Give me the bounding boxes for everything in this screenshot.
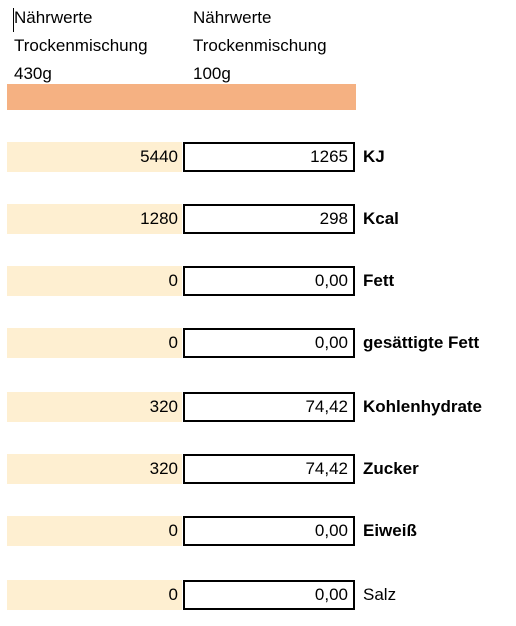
total-cell[interactable]: 0 xyxy=(7,328,182,358)
row-fett: 0 0,00 Fett xyxy=(0,266,516,296)
row-label: Fett xyxy=(363,271,395,290)
total-cell[interactable]: 320 xyxy=(7,454,182,484)
total-cell[interactable]: 0 xyxy=(7,516,182,546)
row-kcal: 1280 298 Kcal xyxy=(0,204,516,234)
row-kj: 5440 1265 KJ xyxy=(0,142,516,172)
per100-cell[interactable]: 298 xyxy=(183,204,355,234)
header-line: Trockenmischung xyxy=(193,36,327,55)
total-cell[interactable]: 0 xyxy=(7,580,182,610)
header-line: 430g xyxy=(14,64,52,83)
row-label: KJ xyxy=(363,147,385,166)
row-label: Kohlenhydrate xyxy=(363,397,483,416)
per100-cell[interactable]: 1265 xyxy=(183,142,355,172)
per100-cell[interactable]: 0,00 xyxy=(183,266,355,296)
total-cell[interactable]: 5440 xyxy=(7,142,182,172)
header-total-mix[interactable]: Nährwerte Trockenmischung 430g xyxy=(14,4,148,88)
total-cell[interactable]: 0 xyxy=(7,266,182,296)
header-line: 100g xyxy=(193,64,231,83)
row-label: gesättigte Fett xyxy=(363,333,480,352)
row-label: Salz xyxy=(363,585,397,604)
row-eiweiss: 0 0,00 Eiweiß xyxy=(0,516,516,546)
row-label: Kcal xyxy=(363,209,399,228)
row-label: Zucker xyxy=(363,459,419,478)
header-line: Trockenmischung xyxy=(14,36,148,55)
total-cell[interactable]: 320 xyxy=(7,392,182,422)
highlight-band[interactable] xyxy=(7,84,356,110)
row-zucker: 320 74,42 Zucker xyxy=(0,454,516,484)
per100-cell[interactable]: 0,00 xyxy=(183,328,355,358)
header-line: Nährwerte xyxy=(193,8,272,27)
header-line: Nährwerte xyxy=(14,8,93,27)
row-gesaettigte-fett: 0 0,00 gesättigte Fett xyxy=(0,328,516,358)
text-cursor xyxy=(13,8,14,32)
row-label: Eiweiß xyxy=(363,521,417,540)
per100-cell[interactable]: 74,42 xyxy=(183,392,355,422)
total-cell[interactable]: 1280 xyxy=(7,204,182,234)
row-kohlenhydrate: 320 74,42 Kohlenhydrate xyxy=(0,392,516,422)
per100-cell[interactable]: 74,42 xyxy=(183,454,355,484)
row-salz: 0 0,00 Salz xyxy=(0,580,516,610)
per100-cell[interactable]: 0,00 xyxy=(183,516,355,546)
header-per-100g[interactable]: Nährwerte Trockenmischung 100g xyxy=(193,4,327,88)
per100-cell[interactable]: 0,00 xyxy=(183,580,355,610)
